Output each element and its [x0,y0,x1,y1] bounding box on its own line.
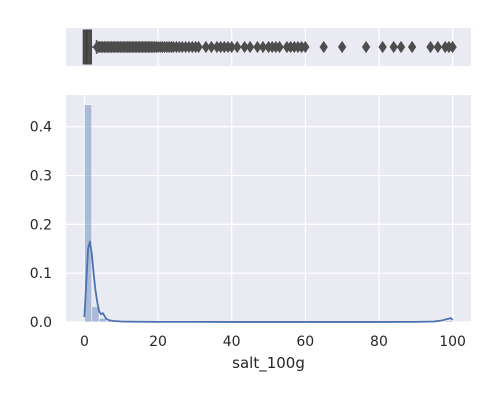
x-tick-labels: 0 20 40 60 80 100 [80,334,466,350]
outlier-point [448,40,457,54]
histogram-bar [91,306,100,323]
outlier-point [275,40,284,54]
outlier-point [194,40,203,54]
x-axis-label: salt_100g [232,354,305,373]
histogram-bar [84,104,93,323]
histogram-background [66,95,471,322]
outlier-point [201,40,211,54]
outlier-point [245,40,255,54]
outlier-point [253,40,262,54]
histogram-panel: 0 20 40 60 80 100 0.0 0.1 0.2 0.3 0.4 salt_100g [30,95,471,373]
outlier-point [207,40,216,54]
x-tick-label: 80 [370,334,388,350]
histogram-bar [444,320,453,323]
outlier-point [301,40,310,54]
outlier-point [337,40,347,54]
y-tick-label: 0.2 [30,217,52,233]
y-tick-label: 0.0 [30,315,52,331]
boxplot-panel [66,28,471,66]
x-tick-label: 100 [439,334,466,350]
x-tick-label: 20 [149,334,167,350]
outlier-point [227,40,236,54]
outlier-point [240,40,249,54]
x-tick-label: 40 [223,334,241,350]
y-tick-label: 0.4 [30,120,52,136]
outlier-point [319,40,328,54]
outlier-point [378,40,387,54]
outlier-point [426,40,435,54]
y-tick-label: 0.3 [30,169,52,185]
boxplot-box [82,29,98,65]
kde-line [83,240,454,323]
outlier-point [433,40,443,54]
outlier-point [396,40,406,54]
outlier-point [389,40,398,54]
outlier-point [407,40,417,54]
boxplot-outliers [92,40,457,54]
y-tick-label: 0.1 [30,266,52,282]
x-tick-label: 0 [80,334,89,350]
outlier-point [233,40,242,54]
y-tick-labels: 0.0 0.1 0.2 0.3 0.4 [30,120,52,331]
kde-curve [83,240,454,323]
outlier-point [361,40,371,54]
histogram-bar [98,317,107,323]
x-tick-label: 60 [296,334,314,350]
outlier-point [258,40,268,54]
